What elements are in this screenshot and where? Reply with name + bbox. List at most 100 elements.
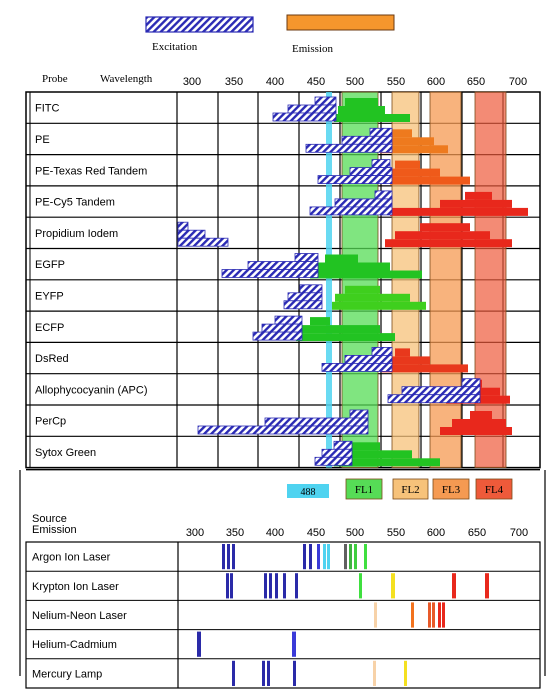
emission-line — [283, 573, 286, 599]
emission-bar — [338, 106, 385, 114]
emission-bar — [312, 262, 390, 271]
emission-line — [432, 602, 435, 628]
source-emission-lines — [197, 544, 489, 686]
probe-label: Propidium Iodem — [35, 228, 118, 240]
emission-line — [232, 544, 235, 570]
emission-line — [222, 544, 225, 570]
excitation-bar — [374, 190, 393, 200]
tick-label: 700 — [510, 527, 528, 539]
emission-bar — [310, 317, 330, 326]
source-label: Nelium-Neon Laser — [32, 610, 127, 622]
tick-label: 650 — [468, 527, 486, 539]
emission-line — [309, 544, 312, 570]
emission-bar — [334, 458, 440, 467]
probe-spectra — [177, 96, 528, 467]
emission-bar — [470, 411, 492, 419]
wavelength-header: Wavelength — [100, 73, 153, 85]
source-labels: Argon Ion Laser Krypton Ion Laser Nelium-N… — [32, 552, 127, 681]
emission-line — [197, 631, 201, 657]
filter-label: FL3 — [442, 484, 461, 496]
excitation-bar — [261, 323, 303, 333]
probe-label: FITC — [35, 103, 59, 115]
emission-bar — [300, 325, 380, 334]
filter-band-fl4 — [474, 91, 507, 469]
emission-line — [323, 544, 326, 570]
excitation-label: Excitation — [152, 41, 198, 53]
legend: Excitation Emission — [145, 14, 395, 55]
excitation-bar — [344, 354, 393, 364]
probe-header: Probe — [42, 73, 68, 85]
emission-line — [293, 660, 296, 686]
emission-bar — [465, 191, 492, 200]
excitation-bar — [287, 104, 337, 114]
excitation-bar — [283, 300, 323, 310]
excitation-bar — [401, 386, 481, 396]
tick-label: 350 — [225, 76, 243, 88]
emission-bar — [335, 293, 410, 302]
emission-line — [391, 573, 395, 599]
emission-line — [317, 544, 320, 570]
emission-line — [267, 660, 270, 686]
excitation-bar — [349, 167, 393, 177]
emission-bar — [296, 333, 395, 342]
excitation-bar — [314, 96, 337, 106]
emission-line — [411, 602, 414, 628]
probe-label: EGFP — [35, 259, 65, 271]
probe-label: ECFP — [35, 322, 64, 334]
filter-box-fl2 — [392, 478, 429, 500]
excitation-bar — [197, 425, 369, 435]
emission-line — [303, 544, 306, 570]
tick-label: 450 — [307, 76, 325, 88]
filter-label-row: 488 FL1 FL2 FL3 FL4 — [26, 468, 540, 500]
tick-label: 300 — [186, 527, 204, 539]
source-header: Source — [32, 513, 67, 525]
probe-label: Allophycocyanin (APC) — [35, 384, 148, 396]
tick-label: 350 — [226, 527, 244, 539]
source-label: Krypton Ion Laser — [32, 581, 119, 593]
emission-bar — [440, 427, 512, 435]
emission-bar — [325, 254, 358, 263]
emission-label: Emission — [292, 43, 333, 55]
tick-label: 600 — [427, 527, 445, 539]
excitation-bar — [309, 206, 393, 216]
emission-header: Emission — [32, 524, 77, 536]
excitation-bar — [294, 253, 319, 262]
source-label: Mercury Lamp — [32, 668, 102, 680]
probe-label: PE — [35, 134, 50, 146]
filter-box-fl4 — [475, 478, 513, 500]
probe-label: PE-Cy5 Tandem — [35, 197, 115, 209]
emission-line — [230, 573, 233, 599]
emission-line — [359, 573, 362, 599]
tick-label: 300 — [183, 76, 201, 88]
emission-line — [452, 573, 456, 599]
emission-bar — [388, 137, 434, 146]
emission-bar — [338, 450, 412, 459]
emission-line — [344, 544, 347, 570]
laser-band-488 — [326, 92, 332, 468]
emission-line — [364, 544, 367, 570]
excitation-bar — [333, 440, 353, 450]
laser-label-box — [287, 484, 329, 498]
top-wavelength-ticks: 300 350 400 450 500 550 600 650 700 — [183, 76, 527, 88]
emission-swatch — [286, 14, 395, 31]
emission-line — [354, 544, 357, 570]
excitation-bar — [287, 292, 323, 302]
probe-label: EYFP — [35, 290, 64, 302]
emission-line — [295, 573, 298, 599]
filter-band-fl1 — [341, 91, 379, 469]
emission-bar — [345, 442, 380, 451]
emission-bar — [390, 207, 528, 216]
probe-label: Sytox Green — [35, 447, 96, 459]
source-label: Helium-Cadmium — [32, 639, 117, 651]
tick-label: 550 — [387, 527, 405, 539]
emission-line — [232, 660, 235, 686]
emission-bar — [395, 160, 420, 169]
tick-label: 500 — [346, 527, 364, 539]
excitation-bar — [349, 409, 369, 419]
emission-line — [428, 602, 431, 628]
emission-bar — [382, 364, 468, 373]
excitation-bar — [177, 237, 229, 247]
tick-label: 400 — [266, 527, 284, 539]
emission-line — [269, 573, 272, 599]
